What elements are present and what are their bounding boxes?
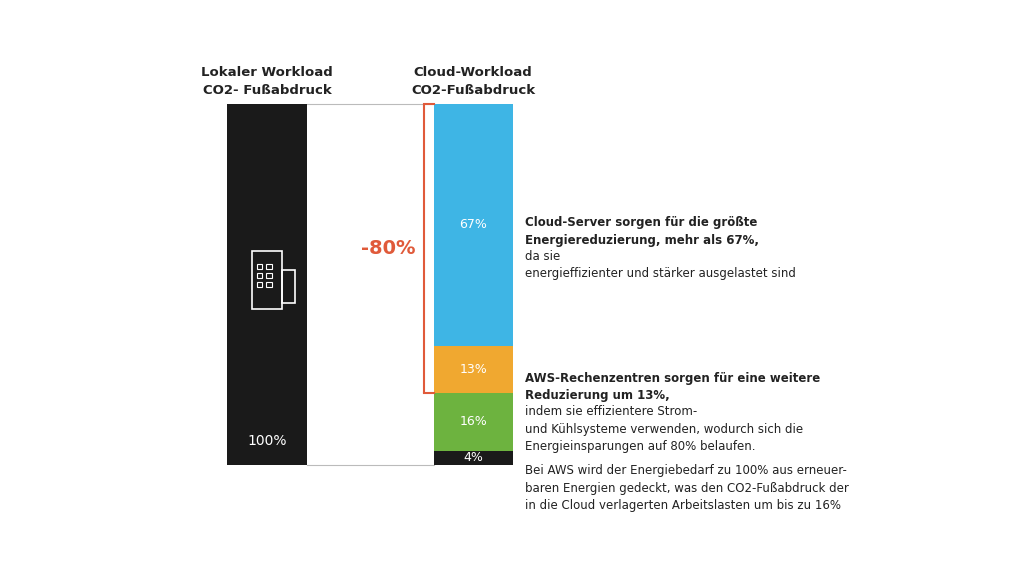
Text: AWS-Rechenzentren sorgen für eine weitere
Reduzierung um 13%,: AWS-Rechenzentren sorgen für eine weiter… xyxy=(524,372,820,402)
Text: Lokaler Workload
CO2- Fußabdruck: Lokaler Workload CO2- Fußabdruck xyxy=(201,66,333,97)
Bar xyxy=(266,282,271,287)
Bar xyxy=(257,282,262,287)
Text: indem sie effizientere Strom-
und Kühlsysteme verwenden, wodurch sich die
Energi: indem sie effizientere Strom- und Kühlsy… xyxy=(524,406,803,453)
Text: Cloud-Workload
CO2-Fußabdruck: Cloud-Workload CO2-Fußabdruck xyxy=(412,66,536,97)
Text: -80%: -80% xyxy=(361,239,416,258)
Text: Bei AWS wird der Energiebedarf zu 100% aus erneuer-
baren Energien gedeckt, was : Bei AWS wird der Energiebedarf zu 100% a… xyxy=(524,464,849,513)
Bar xyxy=(257,273,262,278)
Text: 100%: 100% xyxy=(247,434,287,448)
Bar xyxy=(266,264,271,269)
Bar xyxy=(282,270,295,303)
Text: 16%: 16% xyxy=(460,415,487,428)
Text: Cloud-Server sorgen für die größte
Energiereduzierung, mehr als 67%,: Cloud-Server sorgen für die größte Energ… xyxy=(524,216,759,247)
Bar xyxy=(257,264,262,269)
Text: 67%: 67% xyxy=(460,219,487,231)
Bar xyxy=(433,104,513,346)
Bar xyxy=(252,252,282,309)
Text: 4%: 4% xyxy=(463,451,483,464)
Bar xyxy=(433,346,513,393)
Bar xyxy=(227,104,306,465)
Text: 13%: 13% xyxy=(460,363,487,376)
Text: da sie
energieffizienter und stärker ausgelastet sind: da sie energieffizienter und stärker aus… xyxy=(524,249,796,280)
Bar xyxy=(266,273,271,278)
Bar xyxy=(433,451,513,465)
Bar xyxy=(433,393,513,451)
